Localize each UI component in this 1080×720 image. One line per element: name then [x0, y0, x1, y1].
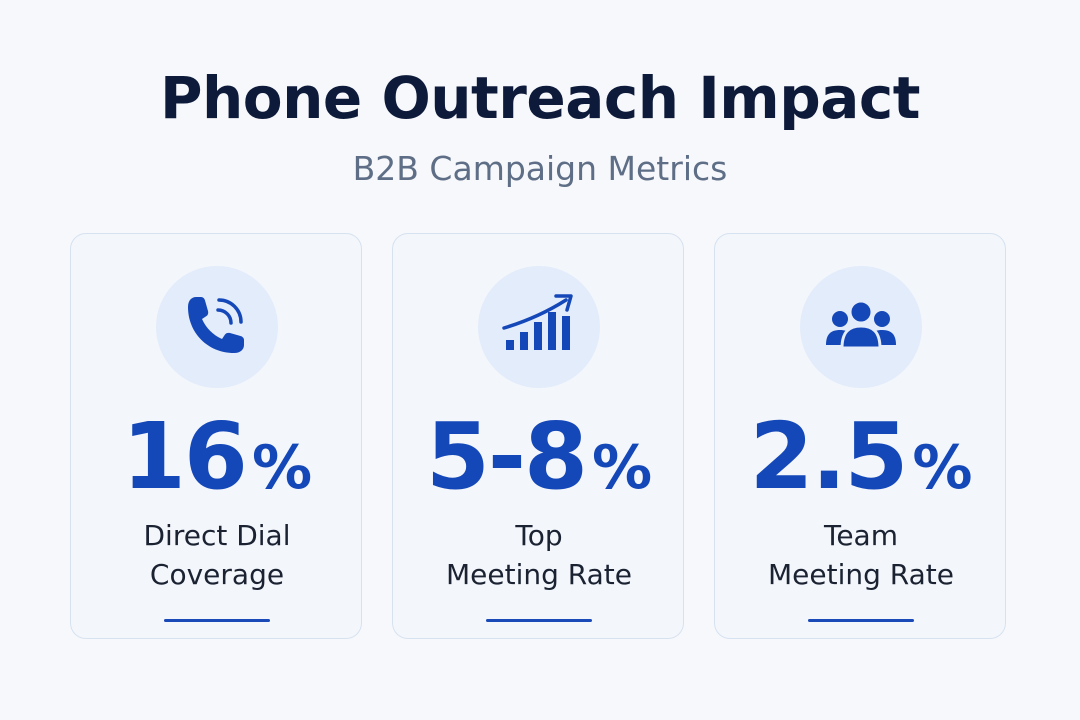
phone-ringing-icon — [188, 297, 244, 353]
metric-card-direct-dial: 16% Direct Dial Coverage — [70, 233, 362, 639]
accent-underline — [486, 619, 592, 622]
metric-label-line-2: Coverage — [149, 558, 285, 591]
accent-underline — [164, 619, 270, 622]
page-subtitle: B2B Campaign Metrics — [352, 149, 728, 188]
metric-card-team-meeting-rate: 2.5% Team Meeting Rate — [714, 233, 1006, 639]
metric-value: 2.5% — [715, 402, 1007, 538]
metric-label-line-2: Meeting Rate — [768, 558, 954, 591]
growth-chart-icon — [502, 294, 573, 350]
metric-label: Top Meeting Rate — [393, 516, 685, 594]
metric-value-unit: % — [251, 433, 313, 503]
metric-label: Direct Dial Coverage — [71, 516, 363, 594]
metric-label-line-2: Meeting Rate — [446, 558, 632, 591]
metric-label-line-1: Top — [515, 519, 563, 552]
header: Phone Outreach Impact B2B Campaign Metri… — [0, 62, 1080, 190]
team-icon-circle — [800, 266, 922, 388]
metric-value-unit: % — [592, 433, 653, 503]
metric-value: 16% — [71, 402, 363, 538]
team-group-icon — [826, 299, 896, 350]
metric-value-number: 16 — [121, 403, 248, 510]
metric-value-number: 5-8 — [425, 403, 588, 510]
metric-cards: 16% Direct Dial Coverage 5-8% Top Meetin — [70, 233, 1008, 641]
metric-value: 5-8% — [393, 402, 685, 538]
accent-underline — [808, 619, 914, 622]
metric-value-unit: % — [912, 433, 973, 503]
metric-label-line-1: Team — [823, 519, 898, 552]
metric-label-line-1: Direct Dial — [143, 519, 291, 552]
metric-value-number: 2.5 — [749, 403, 908, 510]
metric-card-top-meeting-rate: 5-8% Top Meeting Rate — [392, 233, 684, 639]
phone-icon-circle — [156, 266, 278, 388]
metric-label: Team Meeting Rate — [715, 516, 1007, 594]
page-title: Phone Outreach Impact — [159, 64, 921, 132]
chart-icon-circle — [478, 266, 600, 388]
